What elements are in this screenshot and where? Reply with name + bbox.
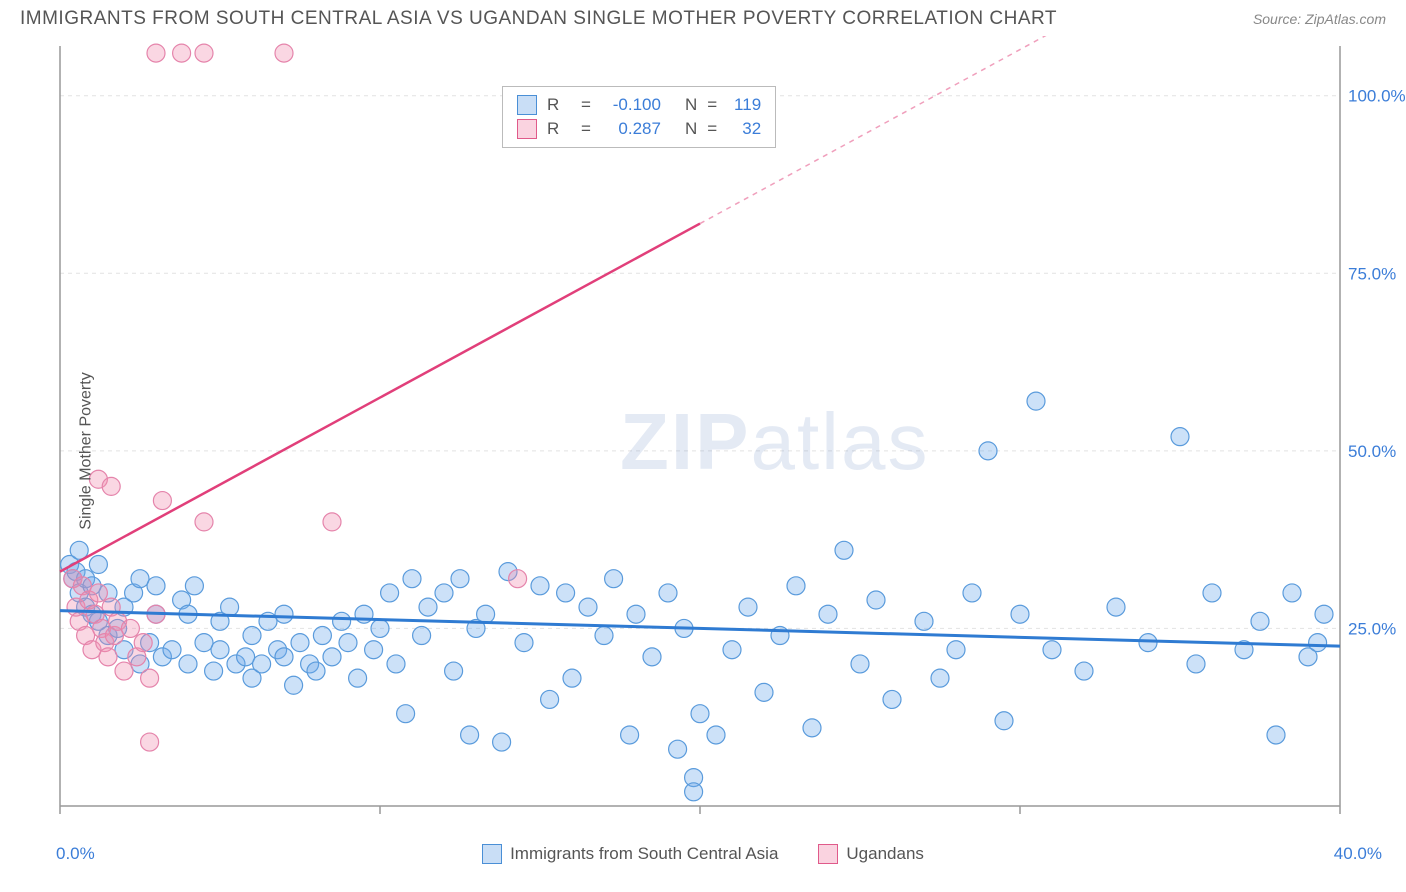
- swatch-blue-icon: [517, 95, 537, 115]
- svg-text:75.0%: 75.0%: [1348, 264, 1396, 283]
- svg-text:100.0%: 100.0%: [1348, 87, 1406, 106]
- x-tick-0: 0.0%: [56, 844, 95, 864]
- y-axis-label: Single Mother Poverty: [78, 372, 96, 529]
- x-tick-40: 40.0%: [1334, 844, 1382, 864]
- chart-title: IMMIGRANTS FROM SOUTH CENTRAL ASIA VS UG…: [20, 8, 1057, 30]
- scatter-plot-svg: 25.0% 50.0% 75.0% 100.0%: [0, 36, 1406, 866]
- swatch-pink-icon: [818, 844, 838, 864]
- svg-text:50.0%: 50.0%: [1348, 442, 1396, 461]
- correlation-legend-box: R= -0.100 N= 119 R= 0.287 N= 32: [502, 86, 776, 148]
- legend-item-blue: Immigrants from South Central Asia: [482, 844, 778, 864]
- legend-row-blue: R= -0.100 N= 119: [517, 93, 761, 117]
- source-label: Source: ZipAtlas.com: [1253, 11, 1386, 27]
- swatch-blue-icon: [482, 844, 502, 864]
- series-legend: Immigrants from South Central Asia Ugand…: [0, 844, 1406, 864]
- svg-text:25.0%: 25.0%: [1348, 619, 1396, 638]
- legend-row-pink: R= 0.287 N= 32: [517, 117, 761, 141]
- swatch-pink-icon: [517, 119, 537, 139]
- legend-item-pink: Ugandans: [818, 844, 924, 864]
- chart-area: Single Mother Poverty ZIPatlas 25.0%50.0…: [0, 36, 1406, 866]
